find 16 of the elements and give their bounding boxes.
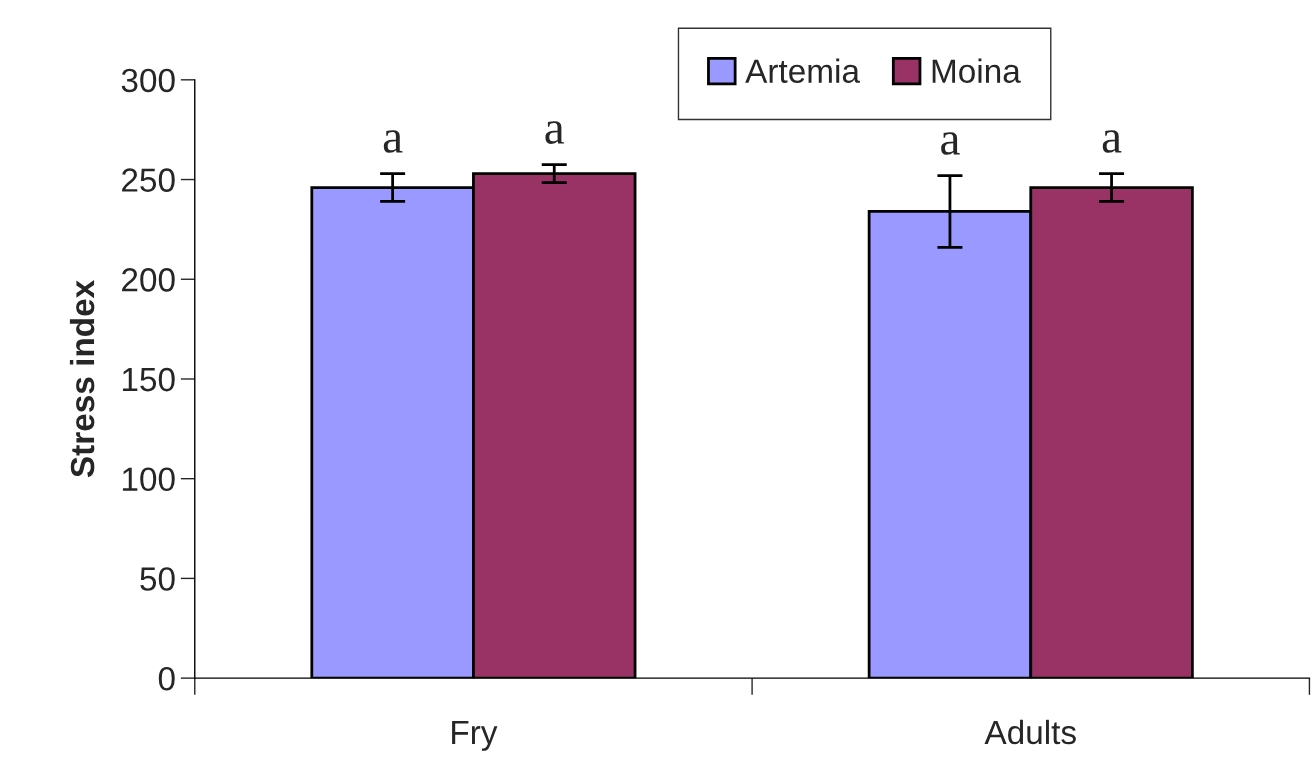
y-tick-label: 200	[122, 268, 175, 292]
x-tick-label: Fry	[452, 721, 498, 751]
annotation: a	[1102, 130, 1122, 153]
y-tick-label: 100	[122, 467, 175, 492]
annotation: a	[383, 130, 403, 153]
annotation: a	[545, 121, 565, 144]
y-tick-label: 300	[121, 68, 175, 93]
y-tick-label: 0	[158, 666, 175, 691]
x-tick-label: Adults	[984, 719, 1076, 745]
annotation: a	[941, 132, 960, 155]
y-tick-label: 150	[122, 367, 175, 392]
legend-label: Artemia	[745, 58, 860, 83]
y-tick-label: 50	[140, 567, 175, 591]
y-axis-title: Stress index	[69, 280, 95, 478]
y-tick-label: 250	[122, 168, 175, 192]
legend-label: Moina	[932, 58, 1021, 83]
